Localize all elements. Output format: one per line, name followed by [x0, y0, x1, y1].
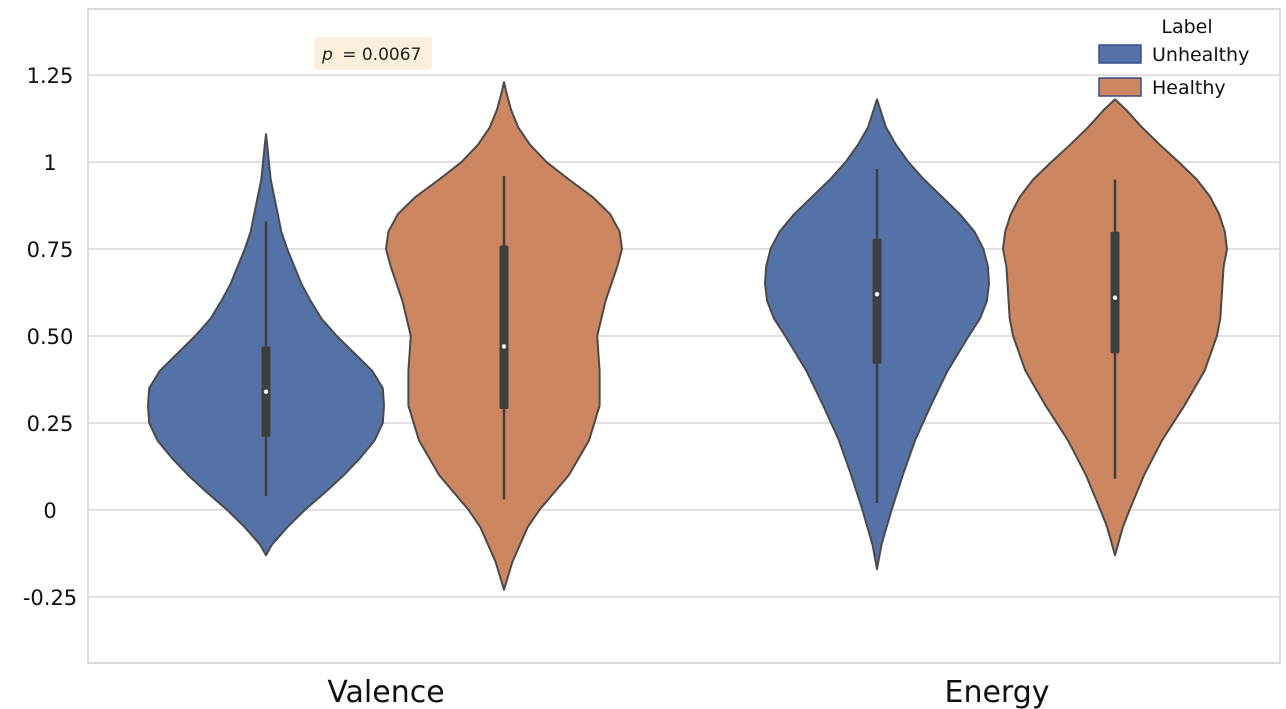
y-tick-label: 0 [43, 499, 56, 523]
violins [147, 81, 1228, 591]
y-tick-label: -0.25 [23, 586, 77, 610]
legend-label-healthy: Healthy [1152, 77, 1226, 99]
x-category-label: Energy [944, 675, 1049, 709]
violin-iqr-box [499, 245, 509, 410]
y-tick-labels: -0.25 0 0.25 0.50 0.75 1 1.25 [23, 64, 77, 610]
x-category-labels: Valence Energy [327, 675, 1049, 709]
y-tick-label: 1.25 [27, 64, 74, 88]
y-tick-label: 0.50 [27, 325, 74, 349]
violin-iqr-box [1110, 231, 1120, 354]
legend-label-unhealthy: Unhealthy [1152, 44, 1249, 66]
violin-iqr-box [872, 238, 882, 364]
x-category-label: Valence [327, 675, 444, 709]
legend-swatch-healthy [1098, 77, 1142, 97]
p-value-symbol: p [321, 45, 333, 65]
violin-median [874, 292, 880, 297]
y-tick-label: 1 [43, 151, 56, 175]
violin-healthy-energy [1002, 98, 1228, 557]
p-value-annotation: p = 0.0067 [314, 37, 432, 70]
p-value-text: = 0.0067 [342, 45, 421, 65]
violin-unhealthy-valence [147, 133, 385, 557]
p-value-box [314, 37, 432, 70]
violin-median [501, 344, 507, 349]
y-tick-label: 0.25 [27, 412, 74, 436]
violin-unhealthy-energy [764, 98, 990, 571]
svg-text:p = 0.0067: p = 0.0067 [321, 45, 421, 65]
violin-median [1112, 295, 1118, 300]
legend-swatch-unhealthy [1098, 44, 1142, 64]
y-tick-label: 0.75 [27, 238, 74, 262]
legend-title: Label [1161, 16, 1212, 38]
legend: Label Unhealthy Healthy [1098, 16, 1249, 99]
violin-median [263, 389, 269, 394]
violin-healthy-valence [385, 81, 623, 591]
